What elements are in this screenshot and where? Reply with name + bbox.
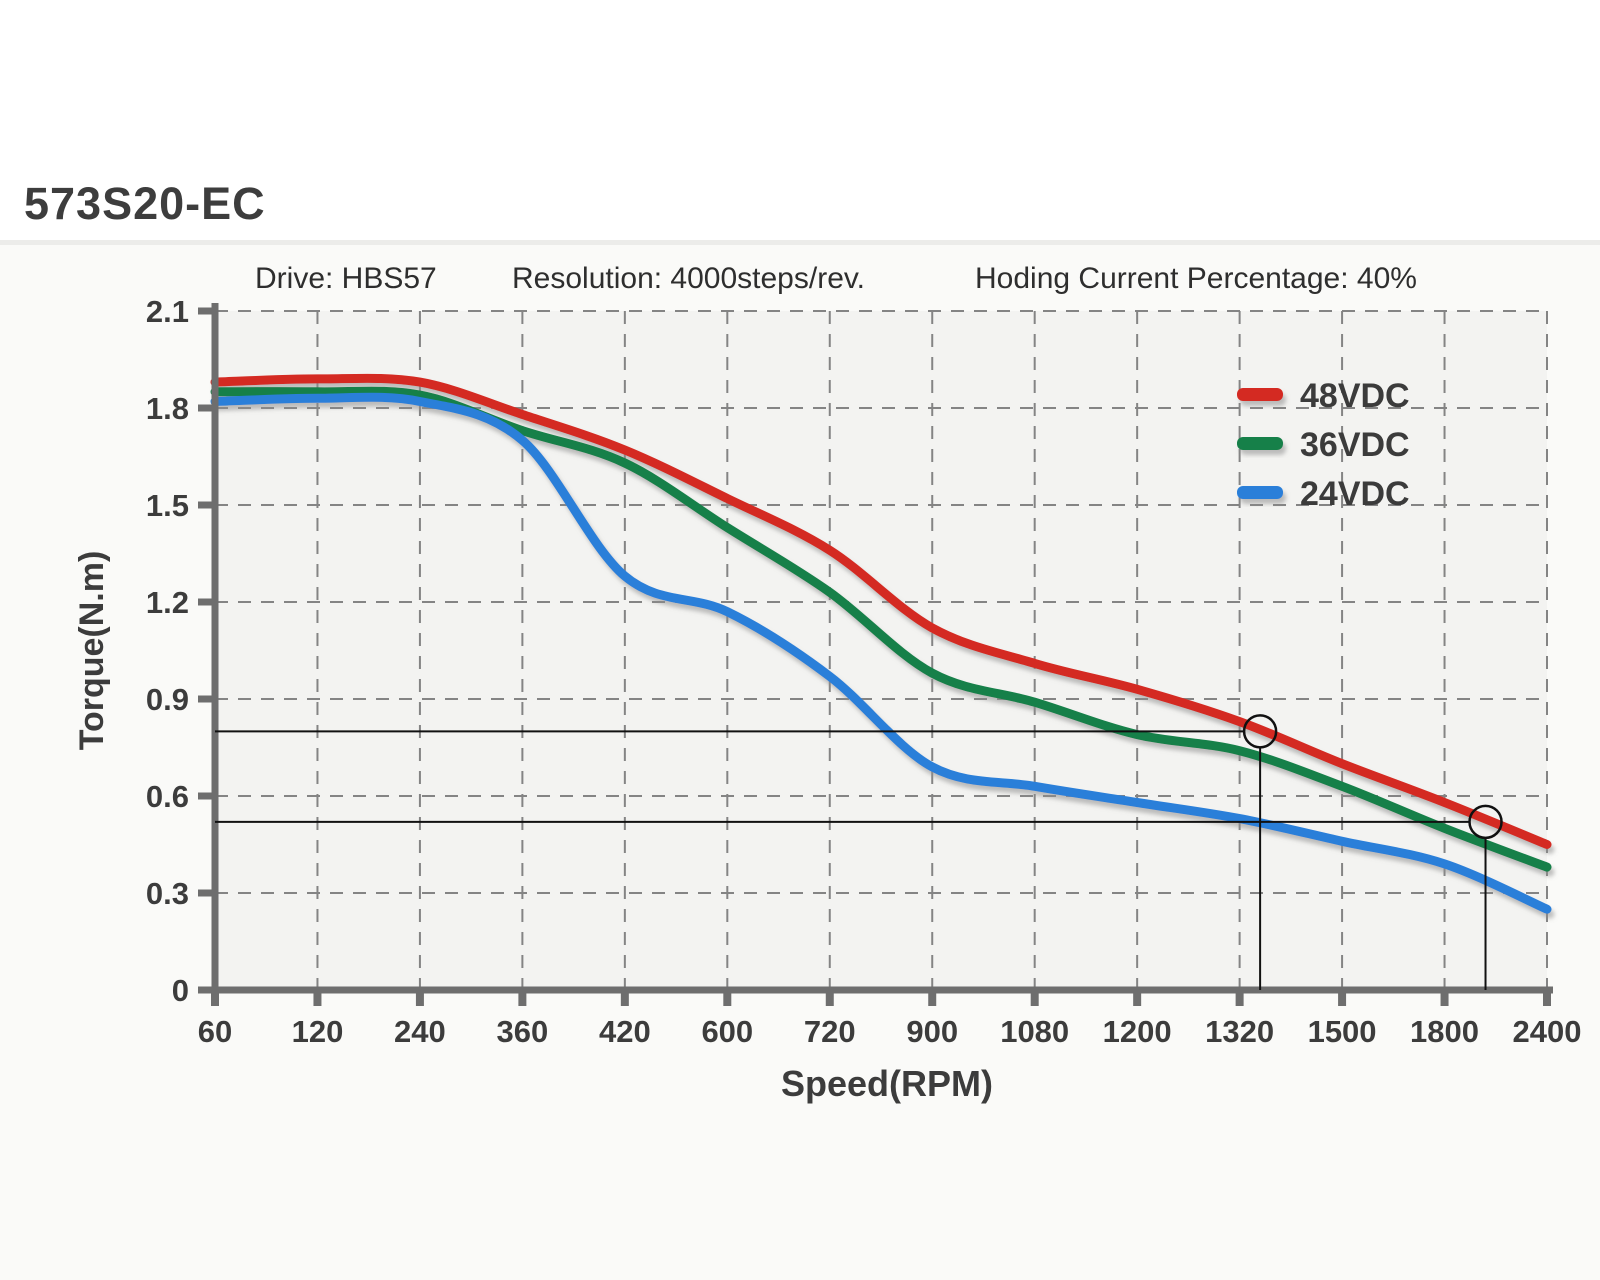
y-axis-title: Torque(N.m) <box>73 551 111 751</box>
y-tick-label: 2.1 <box>146 294 189 329</box>
series-line-36VDC <box>210 386 1552 872</box>
x-tick-label: 1800 <box>1410 1014 1479 1049</box>
plot-area <box>215 311 1547 990</box>
x-tick-label: 60 <box>198 1014 232 1049</box>
y-tick-label: 0 <box>172 973 189 1008</box>
y-tick-label: 1.5 <box>146 488 189 523</box>
resolution-info-label: Resolution: 4000steps/rev. <box>512 262 865 295</box>
x-tick-label: 1200 <box>1103 1014 1172 1049</box>
x-tick-label: 1500 <box>1308 1014 1377 1049</box>
y-tick-label: 1.2 <box>146 585 189 620</box>
series-line-24VDC <box>210 392 1552 914</box>
x-tick-label: 420 <box>599 1014 651 1049</box>
legend-swatch-36VDC <box>1237 437 1283 450</box>
x-tick-label: 360 <box>497 1014 549 1049</box>
x-tick-label: 2400 <box>1513 1014 1582 1049</box>
y-tick-label: 1.8 <box>146 391 189 426</box>
legend-label-36VDC: 36VDC <box>1300 426 1410 464</box>
legend-label-48VDC: 48VDC <box>1300 377 1410 415</box>
x-tick-label: 720 <box>804 1014 856 1049</box>
axes <box>198 303 1553 1006</box>
x-tick-label: 900 <box>906 1014 958 1049</box>
x-tick-label: 600 <box>701 1014 753 1049</box>
annotations <box>215 714 1503 990</box>
x-axis-title: Speed(RPM) <box>781 1063 993 1104</box>
y-tick-label: 0.6 <box>146 779 189 814</box>
annotation-marker-circle <box>1242 714 1278 749</box>
legend-label-24VDC: 24VDC <box>1300 475 1410 513</box>
legend: 48VDC 36VDC 24VDC <box>1237 377 1410 513</box>
series-line-48VDC <box>210 373 1552 849</box>
holding-current-info-label: Hoding Current Percentage: 40% <box>975 262 1417 295</box>
annotation-marker-circle <box>1468 804 1503 840</box>
series-curves <box>210 373 1552 914</box>
gridlines <box>215 310 1548 990</box>
legend-swatch-24VDC <box>1237 486 1283 499</box>
x-tick-label: 240 <box>394 1014 446 1049</box>
tick-labels: 60 120 240 360 420 600 720 900 1080 1200 1320 1500 1… <box>146 294 1582 1049</box>
legend-swatch-48VDC <box>1237 388 1283 401</box>
drive-info-label: Drive: HBS57 <box>255 262 437 295</box>
y-tick-label: 0.9 <box>146 682 189 717</box>
y-tick-label: 0.3 <box>146 876 189 911</box>
x-tick-label: 1080 <box>1000 1014 1069 1049</box>
title-divider <box>0 240 1600 245</box>
page-title: 573S20-EC <box>24 178 266 229</box>
x-tick-label: 1320 <box>1205 1014 1274 1049</box>
x-tick-label: 120 <box>292 1014 344 1049</box>
